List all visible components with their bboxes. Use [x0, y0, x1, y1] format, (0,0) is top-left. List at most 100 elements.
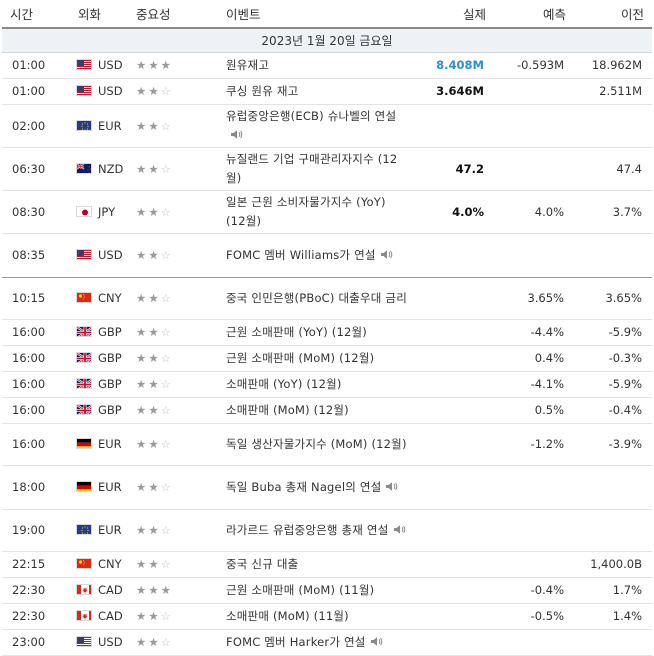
event-row[interactable]: 02:00 EUR ★★☆ 유럽중앙은행(ECB) 슈나벨의 연설 [2, 104, 652, 148]
event-name-link[interactable]: FOMC 멤버 Harker가 연설 [226, 634, 366, 649]
event-cell[interactable]: 중국 인민은행(PBoC) 대출우대 금리 [222, 277, 412, 320]
event-row[interactable]: 23:00 USD ★★☆ FOMC 멤버 Harker가 연설 [2, 629, 652, 656]
event-cell[interactable]: 독일 Buba 총재 Nagel의 연설 [222, 465, 412, 510]
col-header-time[interactable]: 시간 [2, 0, 70, 29]
star-filled-icon: ★ [148, 161, 161, 176]
event-name-link[interactable]: 중국 신규 대출 [226, 556, 299, 571]
speaker-icon[interactable] [380, 247, 393, 259]
currency-code: USD [98, 58, 123, 72]
event-actual [412, 319, 494, 346]
event-currency-cell: GBP [70, 345, 132, 372]
event-name-link[interactable]: FOMC 멤버 Williams가 연설 [226, 247, 376, 262]
event-cell[interactable]: 근원 소매판매 (YoY) (12월) [222, 319, 412, 346]
event-row[interactable]: 16:00 GBP ★★☆ 근원 소매판매 (YoY) (12월) -4.4% -5.9% [2, 319, 652, 346]
event-row[interactable]: 01:00 USD ★★★ 원유재고 8.408M -0.593M 18.962M [2, 52, 652, 79]
star-filled-icon: ★ [136, 291, 149, 305]
col-header-currency[interactable]: 외화 [70, 0, 132, 29]
event-name-link[interactable]: 소매판매 (YoY) (12월) [226, 376, 342, 391]
event-row[interactable]: 16:00 GBP ★★☆ 소매판매 (YoY) (12월) -4.1% -5.9% [2, 371, 652, 398]
event-row[interactable]: 16:00 GBP ★★☆ 소매판매 (MoM) (12월) 0.5% -0.4% [2, 397, 652, 424]
importance-stars: ★★☆ [132, 465, 222, 510]
event-name-link[interactable]: 쿠싱 원유 재고 [226, 83, 299, 98]
col-header-previous[interactable]: 이전 [574, 0, 652, 29]
event-currency-cell: EUR [70, 104, 132, 148]
col-header-event[interactable]: 이벤트 [222, 0, 412, 29]
star-empty-icon: ☆ [160, 523, 173, 537]
event-cell[interactable]: 원유재고 [222, 52, 412, 79]
star-filled-icon: ★ [160, 58, 173, 72]
event-cell[interactable]: 중국 신규 대출 [222, 551, 412, 578]
event-cell[interactable]: 소매판매 (MoM) (11월) [222, 603, 412, 630]
event-name-link[interactable]: 근원 소매판매 (YoY) (12월) [226, 324, 367, 339]
event-name-link[interactable]: 독일 Buba 총재 Nagel의 연설 [226, 479, 382, 494]
event-name-link[interactable]: 일본 근원 소비자물가지수 (YoY) (12월) [226, 194, 386, 228]
event-cell[interactable]: FOMC 멤버 Harker가 연설 [222, 629, 412, 656]
star-filled-icon: ★ [148, 583, 161, 597]
event-cell[interactable]: 일본 근원 소비자물가지수 (YoY) (12월) [222, 190, 412, 234]
col-header-forecast[interactable]: 예측 [494, 0, 574, 29]
event-row[interactable]: 08:30 JPY ★★☆ 일본 근원 소비자물가지수 (YoY) (12월) 4.0%… [2, 190, 652, 234]
currency-code: USD [98, 635, 123, 649]
event-currency-cell: CNY [70, 277, 132, 320]
importance-stars: ★★☆ [132, 104, 222, 148]
event-row[interactable]: 19:00 EUR ★★☆ 라가르드 유럽중앙은행 총재 연설 [2, 509, 652, 552]
event-row[interactable]: 06:30 NZD ★★☆ 뉴질랜드 기업 구매관리자지수 (12월) 47.2 47.4 [2, 147, 652, 191]
event-row[interactable]: 08:35 USD ★★☆ FOMC 멤버 Williams가 연설 [2, 233, 652, 278]
event-row[interactable]: 18:00 EUR ★★☆ 독일 Buba 총재 Nagel의 연설 [2, 465, 652, 510]
event-currency-cell: CAD [70, 603, 132, 630]
currency-code: GBP [98, 403, 122, 417]
event-row[interactable]: 22:15 CNY ★★☆ 중국 신규 대출 1,400.0B [2, 551, 652, 578]
col-header-importance[interactable]: 중요성 [132, 0, 222, 29]
event-cell[interactable]: 근원 소매판매 (MoM) (11월) [222, 577, 412, 604]
event-currency-cell: CNY [70, 551, 132, 578]
event-time: 06:30 [2, 147, 70, 191]
event-row[interactable]: 16:00 EUR ★★☆ 독일 생산자물가지수 (MoM) (12월) -1.2% -3… [2, 423, 652, 466]
event-cell[interactable]: 소매판매 (YoY) (12월) [222, 371, 412, 398]
event-previous: -3.9% [574, 423, 652, 466]
event-name-link[interactable]: 원유재고 [226, 57, 270, 72]
speaker-icon[interactable] [385, 479, 398, 491]
event-currency-cell: GBP [70, 319, 132, 346]
event-name-link[interactable]: 근원 소매판매 (MoM) (12월) [226, 350, 375, 365]
event-name-link[interactable]: 중국 인민은행(PBoC) 대출우대 금리 [226, 290, 407, 305]
event-forecast: -4.1% [494, 371, 574, 398]
event-name-link[interactable]: 소매판매 (MoM) (12월) [226, 402, 349, 417]
event-row[interactable]: 22:30 CAD ★★★ 근원 소매판매 (MoM) (11월) -0.4% 1.7% [2, 577, 652, 604]
event-name-link[interactable]: 근원 소매판매 (MoM) (11월) [226, 582, 375, 597]
currency-code: GBP [98, 325, 122, 339]
event-actual [412, 345, 494, 372]
event-row[interactable]: 22:30 CAD ★★☆ 소매판매 (MoM) (11월) -0.5% 1.4% [2, 603, 652, 630]
currency-code: JPY [98, 204, 116, 219]
event-currency-cell: USD [70, 78, 132, 105]
event-cell[interactable]: 라가르드 유럽중앙은행 총재 연설 [222, 509, 412, 552]
event-row[interactable]: 16:00 GBP ★★☆ 근원 소매판매 (MoM) (12월) 0.4% -0.3% [2, 345, 652, 372]
event-currency-cell: CAD [70, 577, 132, 604]
speaker-icon[interactable] [393, 522, 406, 534]
currency-code: CNY [98, 557, 122, 571]
event-name-link[interactable]: 뉴질랜드 기업 구매관리자지수 (12월) [226, 151, 398, 185]
event-cell[interactable]: 소매판매 (MoM) (12월) [222, 397, 412, 424]
event-row[interactable]: 01:00 USD ★★☆ 쿠싱 원유 재고 3.646M 2.511M [2, 78, 652, 105]
col-header-actual[interactable]: 실제 [412, 0, 494, 29]
event-previous: -5.9% [574, 319, 652, 346]
event-cell[interactable]: 근원 소매판매 (MoM) (12월) [222, 345, 412, 372]
event-cell[interactable]: 쿠싱 원유 재고 [222, 78, 412, 105]
importance-stars: ★★☆ [132, 319, 222, 346]
event-cell[interactable]: FOMC 멤버 Williams가 연설 [222, 233, 412, 278]
speaker-icon[interactable] [230, 127, 243, 139]
event-name-link[interactable]: 라가르드 유럽중앙은행 총재 연설 [226, 522, 389, 537]
event-name-link[interactable]: 소매판매 (MoM) (11월) [226, 608, 349, 623]
event-cell[interactable]: 유럽중앙은행(ECB) 슈나벨의 연설 [222, 104, 412, 148]
flag-gb-icon [76, 404, 92, 415]
event-row[interactable]: 10:15 CNY ★★☆ 중국 인민은행(PBoC) 대출우대 금리 3.65% 3.6… [2, 277, 652, 320]
actual-value: 47.2 [455, 161, 484, 176]
speaker-icon[interactable] [370, 634, 383, 646]
star-empty-icon: ☆ [160, 437, 173, 451]
event-name-link[interactable]: 유럽중앙은행(ECB) 슈나벨의 연설 [226, 108, 397, 123]
star-filled-icon: ★ [148, 635, 161, 649]
importance-stars: ★★☆ [132, 190, 222, 234]
event-name-link[interactable]: 독일 생산자물가지수 (MoM) (12월) [226, 436, 407, 451]
event-cell[interactable]: 뉴질랜드 기업 구매관리자지수 (12월) [222, 147, 412, 191]
importance-stars: ★★☆ [132, 509, 222, 552]
event-cell[interactable]: 독일 생산자물가지수 (MoM) (12월) [222, 423, 412, 466]
